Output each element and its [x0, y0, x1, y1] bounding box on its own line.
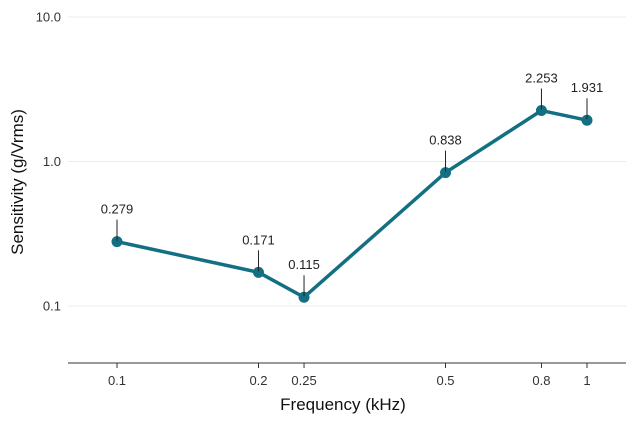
y-axis-title: Sensitivity (g/Vrms): [8, 109, 27, 255]
data-label: 0.838: [429, 133, 462, 148]
x-tick-label: 0.8: [532, 373, 550, 388]
data-label: 1.931: [571, 80, 604, 95]
x-tick-label: 0.25: [291, 373, 316, 388]
y-tick-label: 1.0: [43, 154, 61, 169]
data-label: 0.171: [242, 232, 275, 247]
data-point: [298, 291, 310, 303]
y-tick-labels: 0.1 1.0 10.0: [36, 10, 61, 314]
x-axis-title: Frequency (kHz): [280, 395, 406, 414]
data-label: 0.115: [288, 257, 320, 272]
series: [111, 105, 593, 303]
series-line: [115, 108, 589, 299]
data-point: [111, 236, 123, 248]
gridlines: [68, 16, 626, 307]
x-tick-label: 0.2: [249, 373, 267, 388]
data-label: 0.279: [101, 202, 134, 217]
x-tick-label: 0.1: [108, 373, 126, 388]
y-tick-label: 10.0: [36, 10, 61, 25]
data-point: [581, 114, 593, 126]
data-labels: 0.279 0.171 0.115 0.838 2.253 1.931: [101, 71, 604, 297]
y-tick-label: 0.1: [43, 299, 61, 314]
x-tick-label: 0.5: [436, 373, 454, 388]
data-point: [535, 105, 547, 117]
data-label: 2.253: [525, 71, 558, 86]
data-point: [440, 167, 452, 179]
data-point: [252, 266, 264, 278]
x-tick-labels: 0.1 0.2 0.25 0.5 0.8 1: [108, 363, 591, 388]
x-tick-label: 1: [583, 373, 590, 388]
